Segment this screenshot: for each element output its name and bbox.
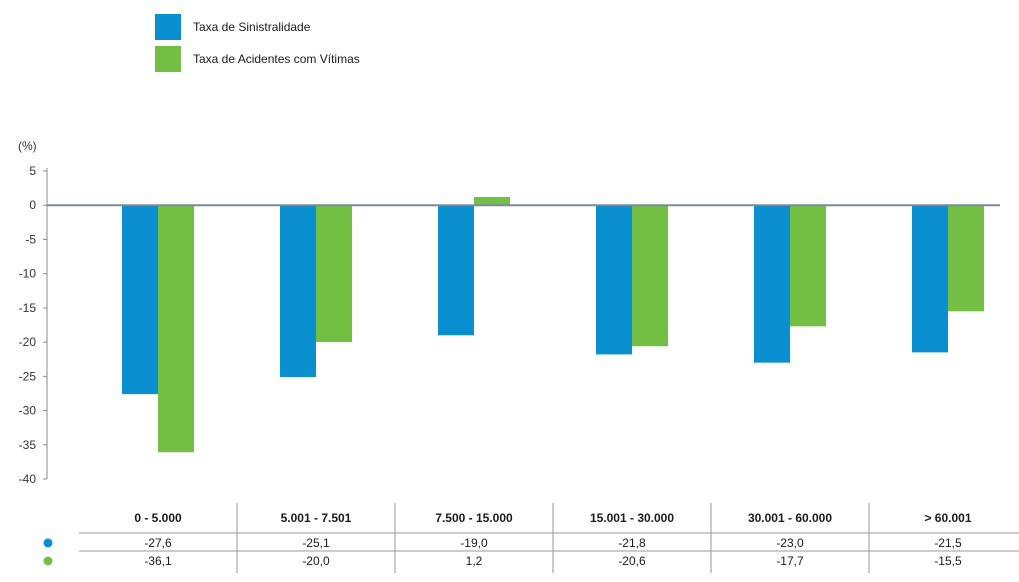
bar-series2-cat2 — [316, 205, 352, 343]
category-label-1: 0 - 5.000 — [134, 511, 182, 525]
value-label-series2-cat6: -15,5 — [934, 554, 962, 568]
table-row-marker-2 — [43, 556, 53, 566]
y-tick-label-2: -5 — [25, 232, 36, 246]
bar-series1-cat4 — [596, 205, 632, 355]
value-label-series1-cat5: -23,0 — [776, 536, 804, 550]
value-label-series2-cat5: -17,7 — [776, 554, 804, 568]
legend-swatch-1 — [155, 14, 181, 40]
legend-label-2: Taxa de Acidentes com Vítimas — [193, 52, 360, 66]
bar-series1-cat3 — [438, 205, 474, 336]
y-axis: 5 0 -5 -10 -15 -20 -25 -30 -35 -40 — [19, 164, 48, 486]
legend: Taxa de Sinistralidade Taxa de Acidentes … — [155, 14, 360, 72]
bar-series2-cat1 — [158, 205, 194, 453]
category-label-6: > 60.001 — [924, 511, 971, 525]
y-tick-label-7: -30 — [19, 404, 37, 418]
value-label-series2-cat1: -36,1 — [144, 554, 172, 568]
value-label-series1-cat4: -21,8 — [618, 536, 646, 550]
category-label-4: 15.001 - 30.000 — [590, 511, 674, 525]
value-label-series1-cat1: -27,6 — [144, 536, 172, 550]
bar-series1-cat5 — [754, 205, 790, 363]
value-label-series2-cat2: -20,0 — [302, 554, 330, 568]
table-row-marker-1 — [43, 538, 53, 548]
y-tick-label-8: -35 — [19, 438, 37, 452]
y-tick-label-5: -20 — [19, 335, 37, 349]
category-label-3: 7.500 - 15.000 — [435, 511, 513, 525]
y-tick-label-0: 5 — [29, 164, 36, 178]
bar-series1-cat6 — [912, 205, 948, 353]
bar-series2-cat3 — [474, 197, 510, 206]
y-tick-label-6: -25 — [19, 369, 37, 383]
value-label-series1-cat6: -21,5 — [934, 536, 962, 550]
data-table: 0 - 5.000 5.001 - 7.501 7.500 - 15.000 15.0… — [43, 503, 1019, 573]
value-label-series2-cat4: -20,6 — [618, 554, 646, 568]
bar-series2-cat6 — [948, 205, 984, 312]
bar-series1-cat1 — [122, 205, 158, 395]
value-label-series1-cat3: -19,0 — [460, 536, 488, 550]
category-label-5: 30.001 - 60.000 — [748, 511, 832, 525]
bar-series2-cat5 — [790, 205, 826, 327]
bar-series1-cat2 — [280, 205, 316, 378]
bars — [47, 197, 1000, 453]
y-tick-label-4: -15 — [19, 301, 37, 315]
y-tick-label-9: -40 — [19, 472, 37, 486]
legend-swatch-2 — [155, 46, 181, 72]
y-tick-label-1: 0 — [29, 198, 36, 212]
y-axis-unit-label: (%) — [18, 139, 37, 153]
bar-series2-cat4 — [632, 205, 668, 347]
category-label-2: 5.001 - 7.501 — [281, 511, 352, 525]
value-label-series1-cat2: -25,1 — [302, 536, 330, 550]
value-label-series2-cat3: 1,2 — [466, 554, 483, 568]
y-tick-label-3: -10 — [19, 267, 37, 281]
legend-label-1: Taxa de Sinistralidade — [193, 20, 311, 34]
